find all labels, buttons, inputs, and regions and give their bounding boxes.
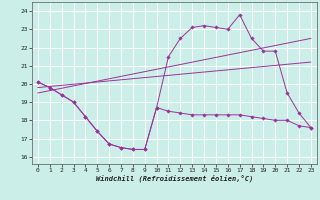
X-axis label: Windchill (Refroidissement éolien,°C): Windchill (Refroidissement éolien,°C) — [96, 175, 253, 182]
